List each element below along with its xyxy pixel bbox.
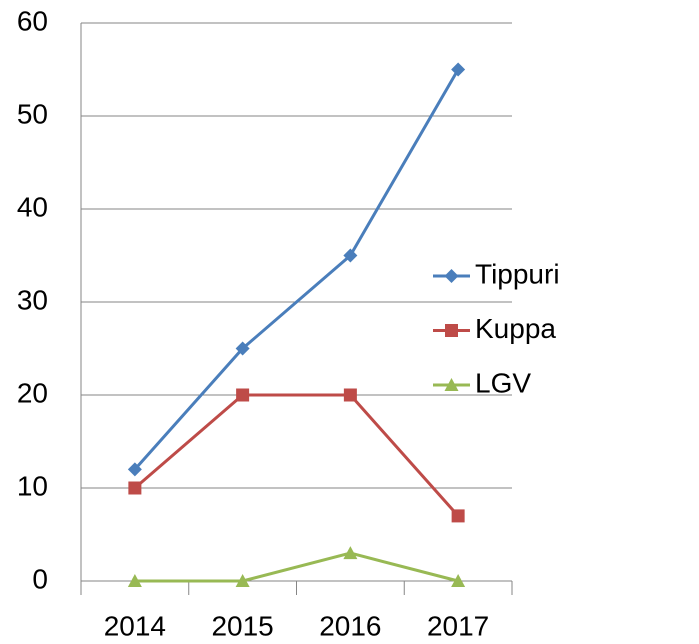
y-tick-label: 0	[32, 563, 48, 594]
marker	[343, 388, 357, 402]
y-tick-label: 60	[17, 5, 48, 36]
legend-label: LGV	[475, 367, 531, 398]
y-tick-label: 20	[17, 377, 48, 408]
marker	[236, 388, 250, 402]
y-tick-label: 30	[17, 284, 48, 315]
y-tick-label: 10	[17, 470, 48, 501]
x-tick-label: 2015	[211, 610, 273, 641]
marker	[451, 509, 465, 523]
y-tick-label: 50	[17, 98, 48, 129]
marker	[343, 248, 358, 263]
marker	[451, 62, 466, 77]
legend-label: Kuppa	[475, 313, 556, 344]
marker	[451, 574, 466, 587]
x-tick-label: 2014	[104, 610, 166, 641]
legend-marker	[444, 269, 459, 283]
legend-marker	[444, 378, 459, 391]
marker	[127, 462, 142, 477]
y-tick-label: 40	[17, 191, 48, 222]
x-tick-label: 2017	[427, 610, 489, 641]
marker	[343, 546, 358, 560]
series-line	[133, 68, 460, 471]
series-line	[133, 393, 460, 517]
marker	[127, 574, 142, 587]
legend-label: Tippuri	[475, 258, 560, 289]
x-tick-label: 2016	[319, 610, 381, 641]
marker	[235, 574, 250, 587]
marker	[235, 341, 250, 356]
legend-marker	[445, 324, 458, 337]
series-line	[134, 551, 459, 583]
marker	[128, 481, 142, 495]
